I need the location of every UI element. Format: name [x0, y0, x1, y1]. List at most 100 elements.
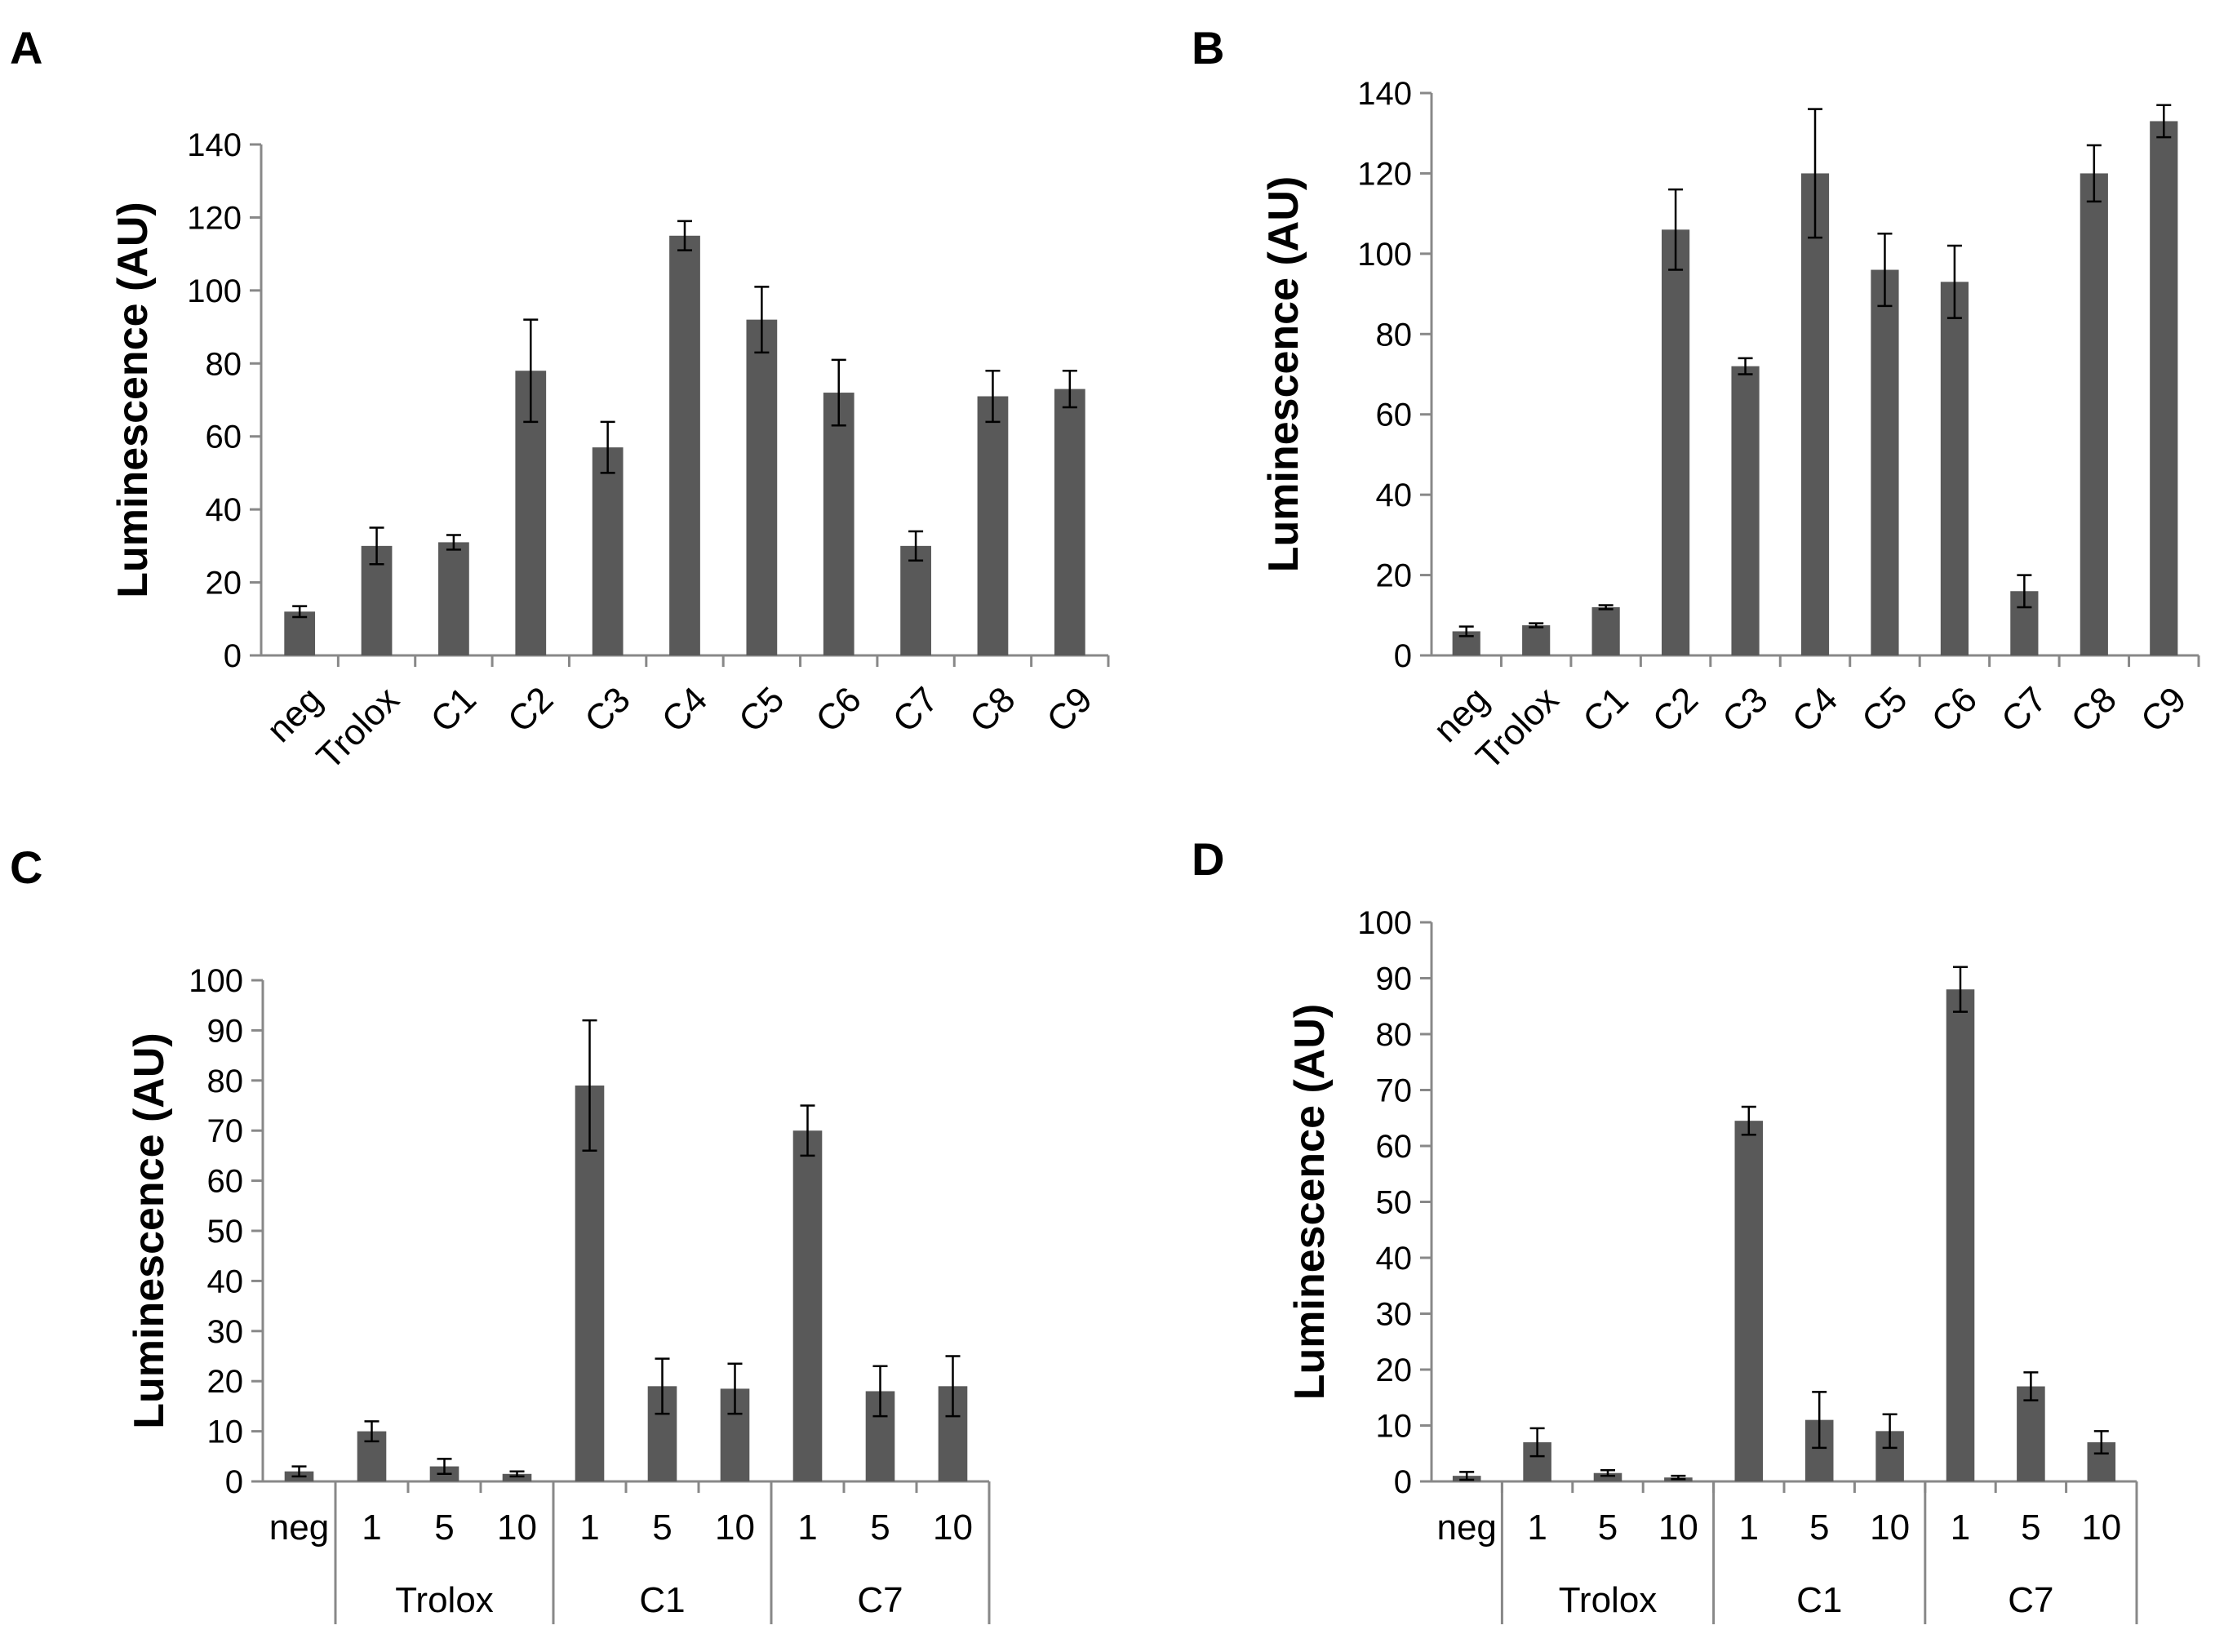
y-tick-label: 50 — [207, 1214, 244, 1250]
panel-letter: A — [10, 22, 42, 73]
y-tick-label: 80 — [1376, 317, 1413, 353]
y-tick-label: 60 — [1376, 397, 1413, 433]
y-tick-label: 100 — [189, 963, 243, 999]
category-label: C3 — [577, 679, 637, 739]
y-tick-label: 40 — [207, 1263, 244, 1299]
y-tick-label: 0 — [225, 1464, 243, 1500]
y-tick-label: 90 — [207, 1013, 244, 1049]
y-tick-label: 10 — [207, 1414, 244, 1450]
y-tick-label: 100 — [187, 273, 242, 309]
category-label: C9 — [2133, 679, 2194, 739]
y-tick-label: 0 — [224, 638, 242, 674]
category-label: C4 — [655, 679, 715, 739]
category-label: C7 — [1994, 679, 2054, 739]
bar-5 — [2017, 1386, 2045, 1481]
category-label: 5 — [652, 1508, 672, 1548]
y-axis-title: Luminescence (AU) — [109, 202, 157, 597]
category-label: 5 — [434, 1508, 454, 1548]
category-label: 1 — [579, 1508, 599, 1548]
y-tick-label: 20 — [1376, 558, 1413, 594]
y-tick-label: 70 — [207, 1113, 244, 1149]
bar-5 — [1593, 1472, 1622, 1481]
category-label: 1 — [1527, 1508, 1547, 1548]
y-tick-label: 90 — [1376, 961, 1413, 997]
y-tick-label: 80 — [1376, 1017, 1413, 1053]
y-tick-label: 60 — [206, 420, 242, 455]
bar-trolox — [1522, 625, 1551, 655]
category-label: 10 — [1658, 1508, 1698, 1548]
bar-10 — [502, 1473, 532, 1481]
panel-letter: C — [10, 842, 42, 893]
bar-neg — [284, 611, 316, 655]
y-tick-label: 20 — [1376, 1352, 1413, 1388]
y-tick-label: 0 — [1394, 638, 1412, 674]
category-label: 5 — [1598, 1508, 1618, 1548]
chart-panel-d: D 0 10 20 30 40 50 60 70 80 90 100 Luminescence (AU)… — [1192, 833, 2138, 1624]
category-label: 10 — [497, 1508, 537, 1548]
bar-c5 — [1871, 269, 1899, 655]
category-label: 5 — [870, 1508, 890, 1548]
y-tick-label: 30 — [1376, 1297, 1413, 1333]
y-tick-label: 100 — [1357, 905, 1412, 941]
y-tick-label: 120 — [1357, 156, 1412, 192]
y-tick-label: 30 — [207, 1314, 244, 1350]
group-label: C1 — [1796, 1580, 1842, 1620]
category-label: 5 — [2021, 1508, 2040, 1548]
category-label: neg — [269, 1508, 329, 1548]
y-axis-title: Luminescence (AU) — [1260, 176, 1307, 572]
category-label: C5 — [731, 679, 792, 739]
category-label: C8 — [2063, 679, 2124, 739]
y-tick-label: 60 — [1376, 1129, 1413, 1165]
y-tick-label: 20 — [206, 566, 242, 602]
bar-c8 — [2080, 173, 2108, 655]
y-tick-label: 60 — [207, 1164, 244, 1200]
y-tick-label: 100 — [1357, 237, 1412, 273]
category-label: 10 — [933, 1508, 973, 1548]
y-axis-title: Luminescence (AU) — [126, 1032, 173, 1428]
category-label: Trolox — [309, 679, 407, 777]
bar-c7 — [900, 545, 931, 655]
y-tick-label: 0 — [1394, 1464, 1412, 1500]
y-tick-label: 10 — [1376, 1409, 1413, 1445]
bar-c6 — [1940, 282, 1969, 655]
panel-letter: B — [1192, 22, 1224, 73]
category-label: C6 — [1924, 679, 1985, 739]
bar-c9 — [1054, 389, 1085, 655]
category-label: C1 — [424, 679, 484, 739]
bar-c9 — [2150, 121, 2178, 655]
category-label: 10 — [2081, 1508, 2121, 1548]
category-label: C2 — [1645, 679, 1706, 739]
category-label: 1 — [1739, 1508, 1759, 1548]
category-label: C7 — [886, 679, 946, 739]
y-tick-label: 80 — [206, 346, 242, 382]
y-tick-label: 40 — [1376, 477, 1413, 513]
category-label: C3 — [1715, 679, 1775, 739]
y-tick-label: 40 — [1376, 1241, 1413, 1277]
bar-c3 — [592, 447, 624, 655]
group-label: C1 — [639, 1580, 685, 1620]
bar-c1 — [1591, 606, 1620, 655]
category-label: neg — [1436, 1508, 1496, 1548]
category-label: C9 — [1039, 679, 1099, 739]
bar-c1 — [438, 542, 469, 655]
bar-1 — [1734, 1121, 1764, 1481]
bar-c8 — [977, 396, 1009, 655]
y-tick-label: 20 — [207, 1364, 244, 1400]
y-tick-label: 140 — [1357, 76, 1412, 112]
group-label: Trolox — [1559, 1580, 1658, 1620]
bar-c4 — [669, 235, 700, 655]
group-label: C7 — [2008, 1580, 2053, 1620]
category-label: C8 — [962, 679, 1023, 739]
group-label: C7 — [857, 1580, 903, 1620]
bar-c3 — [1731, 366, 1760, 655]
y-tick-label: 50 — [1376, 1185, 1413, 1221]
panel-letter: D — [1192, 833, 1224, 885]
y-tick-label: 40 — [206, 492, 242, 528]
category-label: 10 — [715, 1508, 755, 1548]
category-label: C5 — [1854, 679, 1915, 739]
group-label: Trolox — [395, 1580, 494, 1620]
chart-panel-c: C 0 10 20 30 40 50 60 70 80 90 100 Luminescence (AU)… — [10, 842, 991, 1624]
